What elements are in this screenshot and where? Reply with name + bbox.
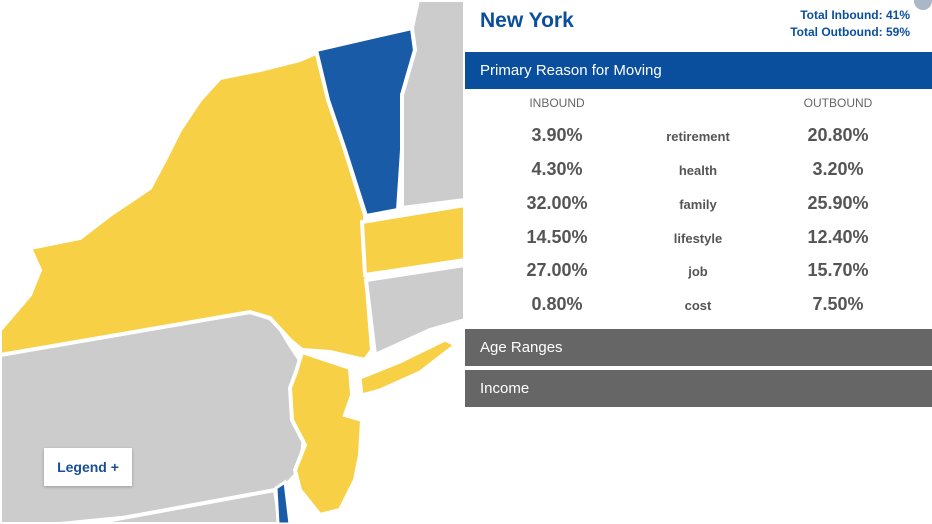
column-header-inbound: INBOUND: [529, 96, 585, 110]
state-new-hampshire[interactable]: [400, 0, 467, 211]
reason-row: 14.50% lifestyle 12.40%: [465, 223, 932, 253]
reason-row: 32.00% family 25.90%: [465, 189, 932, 219]
reason-row: 27.00% job 15.70%: [465, 256, 932, 286]
close-icon[interactable]: [912, 0, 932, 12]
outbound-value: 12.40%: [807, 227, 869, 247]
inbound-value: 3.90%: [531, 125, 583, 145]
outbound-value: 3.20%: [812, 159, 864, 179]
totals-summary: Total Inbound: 41% Total Outbound: 59%: [790, 7, 910, 41]
total-inbound: Total Inbound: 41%: [800, 8, 910, 22]
section-income[interactable]: Income: [465, 370, 932, 407]
reason-label: cost: [684, 298, 712, 313]
state-title: New York: [480, 9, 574, 32]
inbound-value: 0.80%: [531, 294, 583, 314]
outbound-value: 20.80%: [807, 125, 869, 145]
state-long-island[interactable]: [358, 338, 458, 397]
reason-label: lifestyle: [673, 231, 723, 246]
state-connecticut[interactable]: [363, 262, 467, 358]
outbound-value: 7.50%: [812, 294, 864, 314]
reason-row: 4.30% health 3.20%: [465, 155, 932, 185]
reason-row: 3.90% retirement 20.80%: [465, 121, 932, 151]
outbound-value: 25.90%: [807, 193, 869, 213]
inbound-value: 14.50%: [526, 227, 588, 247]
inbound-value: 32.00%: [526, 193, 588, 213]
outbound-value: 15.70%: [807, 260, 869, 280]
state-new-jersey[interactable]: [287, 349, 365, 518]
column-header-outbound: OUTBOUND: [803, 96, 873, 110]
reason-label: job: [688, 264, 708, 279]
inbound-value: 4.30%: [531, 159, 583, 179]
inbound-value: 27.00%: [526, 260, 588, 280]
state-detail-panel: New York Total Inbound: 41% Total Outbou…: [465, 0, 932, 524]
reason-row: 0.80% cost 7.50%: [465, 290, 932, 320]
reason-label: family: [679, 197, 717, 212]
state-delaware[interactable]: [274, 479, 292, 524]
section-age-ranges[interactable]: Age Ranges: [465, 329, 932, 366]
state-new-york[interactable]: [0, 49, 375, 363]
reason-label: health: [678, 163, 718, 178]
section-primary-reason[interactable]: Primary Reason for Moving: [465, 52, 932, 89]
reason-label: retirement: [666, 129, 730, 144]
legend-button[interactable]: Legend +: [44, 448, 132, 486]
total-outbound: Total Outbound: 59%: [790, 25, 910, 39]
